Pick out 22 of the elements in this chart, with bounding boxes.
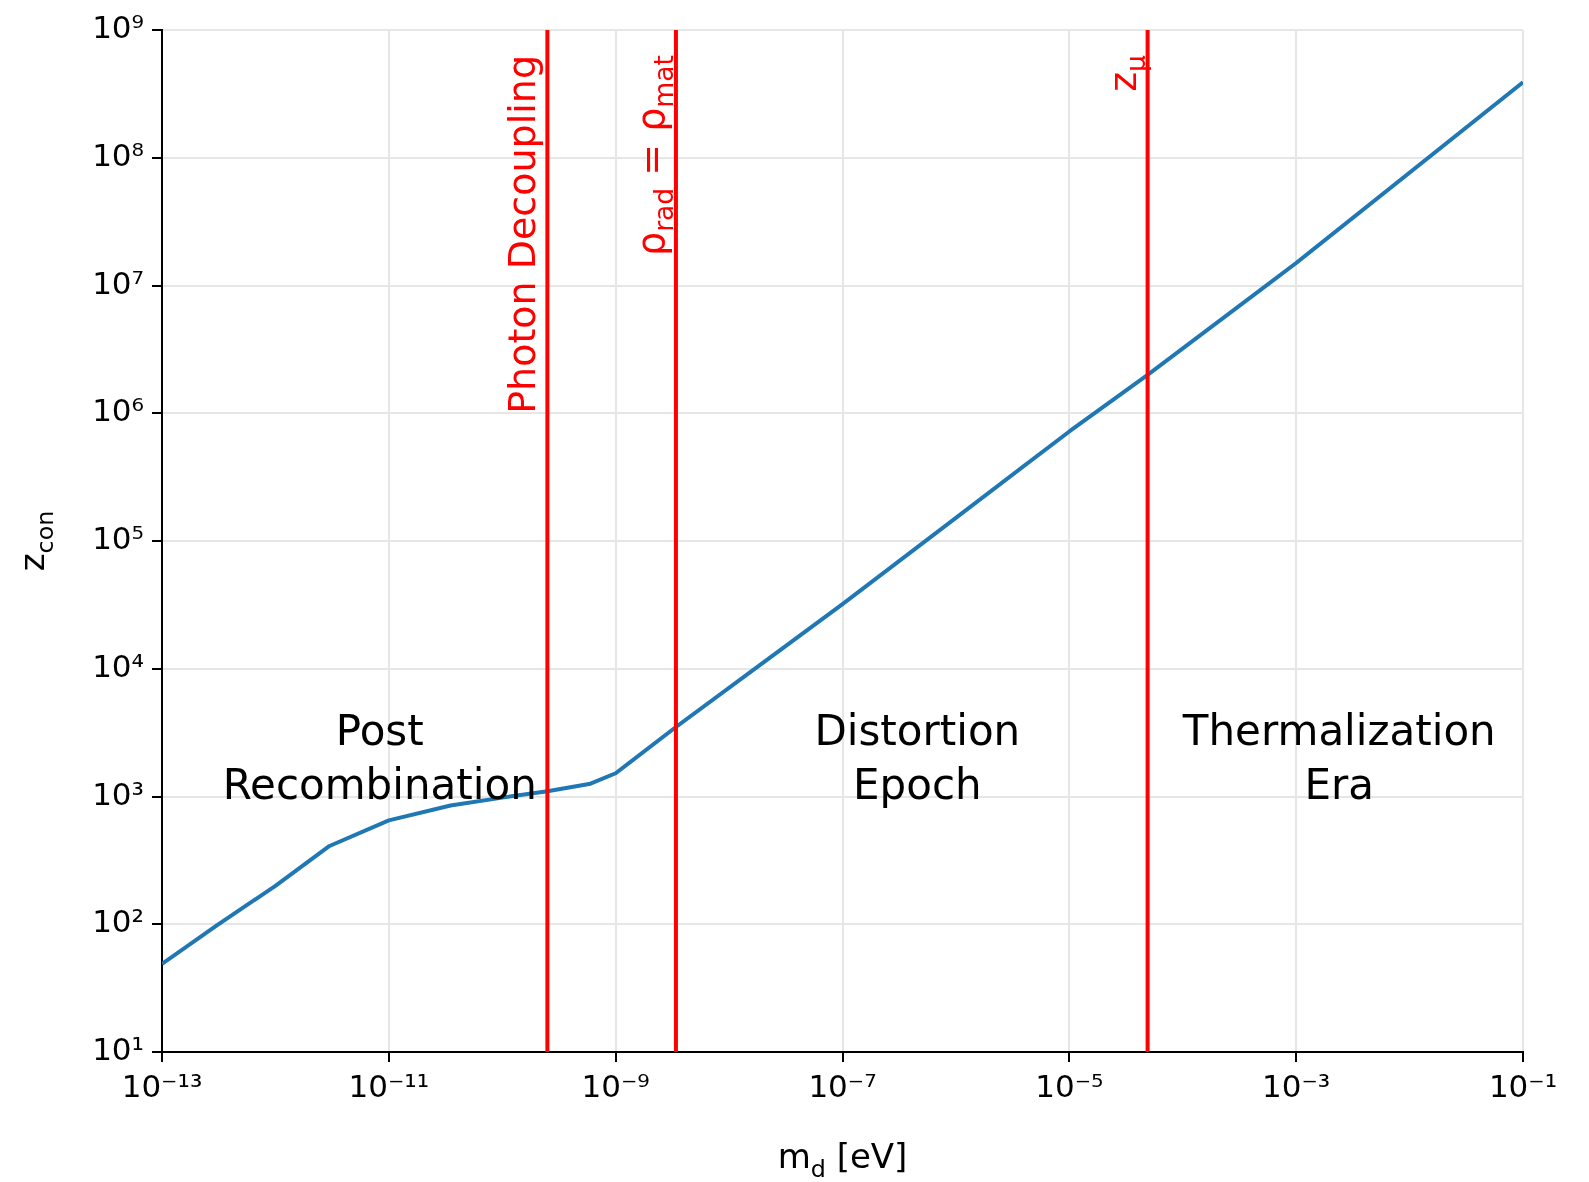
y-tick-label: 10²	[92, 903, 144, 940]
x-tick-label: 10⁻¹	[1488, 1067, 1558, 1104]
y-tick-label: 10⁹	[92, 9, 144, 46]
annotation: Post Recombination	[222, 706, 537, 810]
y-tick-label: 10⁷	[92, 264, 144, 301]
ref-line-label: ρrad = ρmat	[628, 54, 680, 256]
y-tick-label: 10³	[92, 775, 144, 812]
y-tick-label: 10⁸	[92, 136, 144, 173]
y-axis-title: zcon	[12, 510, 59, 572]
y-tick-label: 10⁵	[92, 520, 144, 557]
annotation: Thermalization Era	[1181, 706, 1496, 810]
y-tick-label: 10⁶	[92, 392, 144, 429]
x-tick-label: 10⁻³	[1262, 1067, 1331, 1104]
x-tick-label: 10⁻⁹	[581, 1067, 650, 1104]
annotation: Distortion Epoch	[814, 706, 1021, 810]
x-tick-label: 10⁻⁵	[1035, 1067, 1104, 1104]
x-tick-label: 10⁻¹³	[121, 1067, 203, 1104]
y-tick-label: 10⁴	[92, 647, 144, 684]
ref-line-label: Photon Decoupling	[500, 54, 545, 414]
y-tick-label: 10¹	[92, 1031, 144, 1068]
x-tick-label: 10⁻⁷	[808, 1067, 877, 1104]
x-tick-label: 10⁻¹¹	[348, 1067, 430, 1104]
